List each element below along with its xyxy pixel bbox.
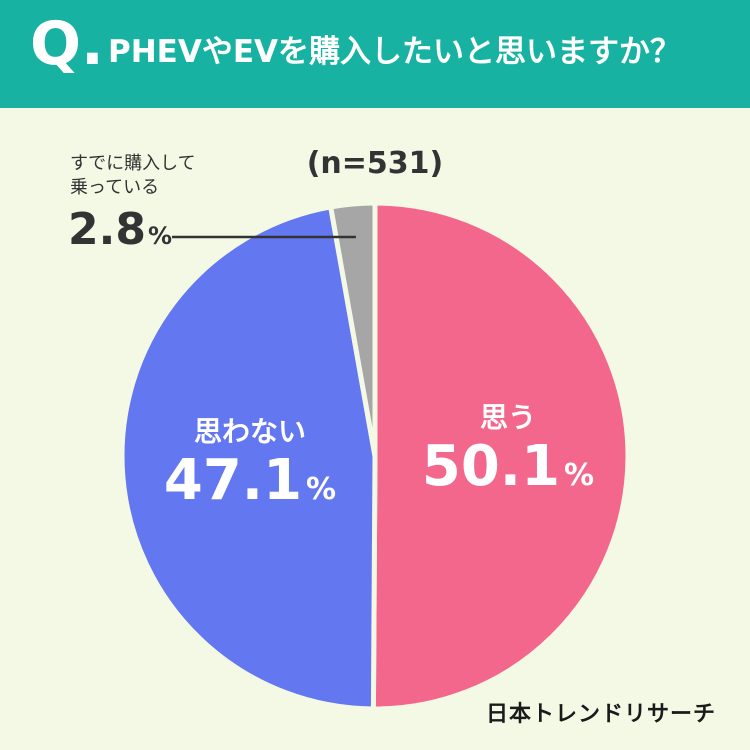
owned-label-line2: 乗っている: [70, 177, 160, 199]
owned-value-unit: %: [147, 222, 172, 250]
question-header: Q. PHEVやEVを購入したいと思いますか？: [0, 0, 750, 108]
pie-slice-owned: [328, 200, 378, 459]
owned-slice-value: 2.8%: [68, 208, 172, 252]
no-label-value: 47.1%: [130, 450, 370, 512]
question-text: PHEVやEVを購入したいと思いますか？: [108, 34, 681, 70]
owned-label-line1: すでに購入して: [70, 153, 196, 174]
owned-value-number: 2.8: [68, 204, 146, 255]
no-value-number: 47.1: [163, 448, 303, 513]
owned-slice-label: すでに購入して 乗っている: [70, 152, 240, 201]
no-value-unit: %: [306, 472, 337, 507]
sample-size-label: (n=531): [306, 146, 444, 181]
no-label-name: 思わない: [193, 415, 306, 448]
yes-value-unit: %: [564, 458, 595, 493]
yes-label-value: 50.1%: [388, 436, 628, 498]
yes-value-number: 50.1: [421, 434, 561, 499]
q-mark: Q.: [30, 9, 104, 79]
brand-logo-text: 日本トレンドリサーチ: [485, 702, 716, 727]
no-slice-label: 思わない 47.1%: [130, 410, 370, 512]
yes-slice-label: 思う 50.1%: [388, 396, 628, 498]
pie-slice-no: [119, 204, 378, 712]
yes-label-name: 思う: [479, 401, 536, 434]
pie-slice-yes: [370, 200, 631, 712]
